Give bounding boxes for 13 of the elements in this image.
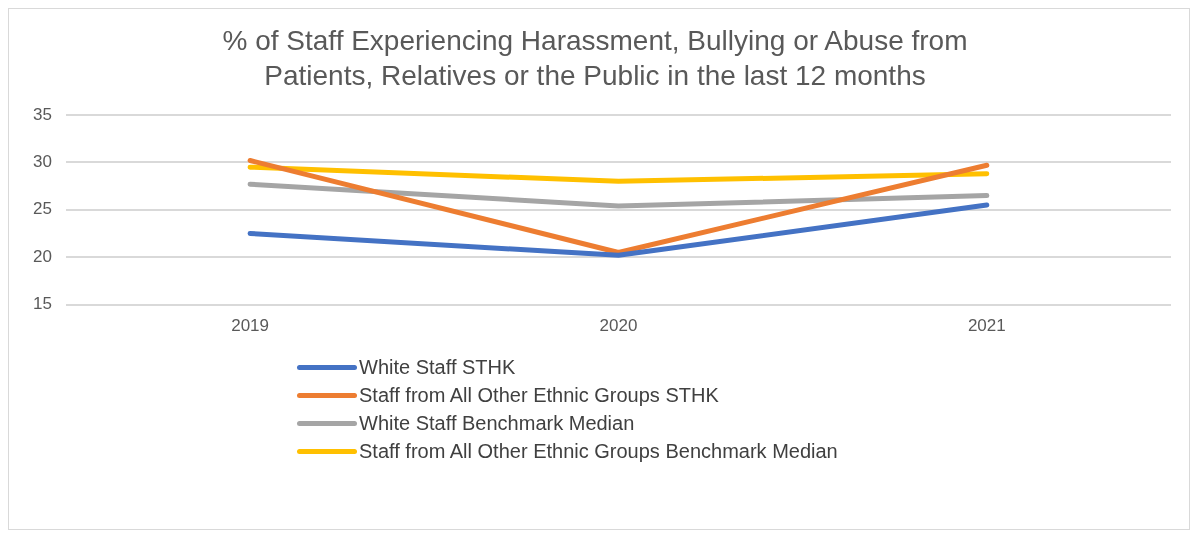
x-tick-label: 2021: [967, 316, 1006, 336]
legend-label: Staff from All Other Ethnic Groups Benchmark Median: [359, 439, 838, 463]
legend-label: White Staff STHK: [359, 355, 516, 379]
legend-label: Staff from All Other Ethnic Groups STHK: [359, 383, 719, 407]
legend-label: White Staff Benchmark Median: [359, 411, 635, 435]
x-tick-label: 2020: [599, 316, 638, 336]
y-tick-label: 25: [32, 199, 52, 219]
x-tick-label: 2019: [231, 316, 270, 336]
y-tick-label: 35: [32, 104, 52, 124]
y-tick-label: 30: [32, 152, 52, 172]
y-tick-label: 20: [32, 246, 52, 266]
y-tick-label: 15: [32, 294, 52, 314]
chart-title: % of Staff Experiencing Harassment, Bullying or Abuse from Patients, Relatives or the Public in the last 12 months: [222, 25, 968, 92]
